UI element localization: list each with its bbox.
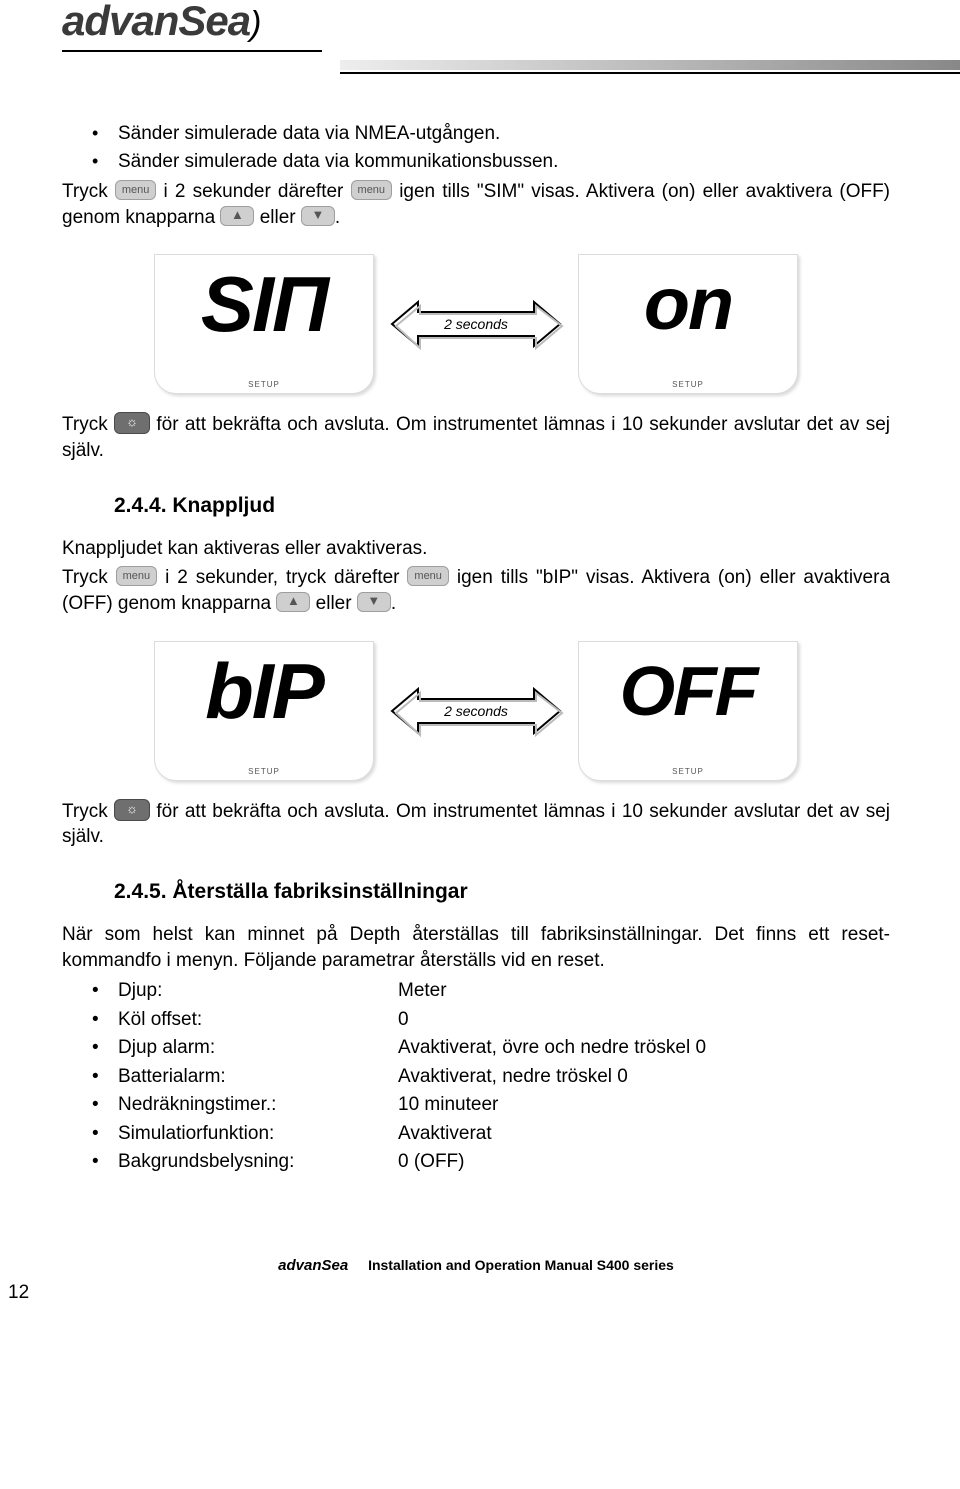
- lcd-setup-label: SETUP: [155, 767, 373, 776]
- text: Tryck: [62, 181, 115, 202]
- param-value: 0 (OFF): [398, 1148, 890, 1177]
- menu-button[interactable]: menu: [407, 566, 449, 586]
- paragraph-bip-instruction: Tryck menu i 2 sekunder, tryck därefter …: [62, 565, 890, 616]
- up-button[interactable]: ▲: [220, 206, 254, 226]
- section-heading-244: 2.4.4. Knappljud: [114, 494, 890, 518]
- paragraph-confirm-2: Tryck ☼ för att bekräfta och avsluta. Om…: [62, 799, 890, 850]
- param-value: Avaktiverat, nedre tröskel 0: [398, 1063, 890, 1092]
- list-item: Simulatiorfunktion:Avaktiverat: [118, 1120, 890, 1149]
- param-key: Simulatiorfunktion:: [118, 1120, 398, 1149]
- down-button[interactable]: ▼: [301, 206, 335, 226]
- footer-text: Installation and Operation Manual S400 s…: [368, 1257, 674, 1273]
- menu-button[interactable]: menu: [116, 566, 158, 586]
- list-item: Batterialarm:Avaktiverat, nedre tröskel …: [118, 1063, 890, 1092]
- param-value: Avaktiverat, övre och nedre tröskel 0: [398, 1034, 890, 1063]
- paragraph-reset-intro: När som helst kan minnet på Depth återst…: [62, 922, 890, 973]
- lcd-left: bIP SETUP: [154, 641, 374, 781]
- arrow-label: 2 seconds: [444, 703, 508, 719]
- light-button[interactable]: ☼: [114, 412, 150, 434]
- param-value: 0: [398, 1006, 890, 1035]
- arrow-label: 2 seconds: [444, 316, 508, 332]
- up-button[interactable]: ▲: [276, 592, 310, 612]
- list-item: Köl offset:0: [118, 1006, 890, 1035]
- lcd-digits: SIΠ: [153, 255, 375, 353]
- text: .: [335, 207, 340, 228]
- light-button[interactable]: ☼: [114, 799, 150, 821]
- lcd-setup-label: SETUP: [579, 767, 797, 776]
- page-number: 12: [8, 1282, 29, 1304]
- text: i 2 sekunder därefter: [164, 181, 351, 202]
- lcd-setup-label: SETUP: [155, 380, 373, 389]
- text: Tryck: [62, 801, 114, 822]
- param-key: Bakgrundsbelysning:: [118, 1148, 398, 1177]
- list-item: Nedräkningstimer.:10 minuteer: [118, 1091, 890, 1120]
- lcd-digits: OFF: [577, 642, 799, 740]
- menu-button[interactable]: menu: [115, 180, 157, 200]
- text: för att bekräfta och avsluta. Om instrum…: [62, 801, 890, 848]
- top-bullet-list: Sänder simulerade data via NMEA-utgången…: [62, 120, 890, 175]
- list-item: Sänder simulerade data via NMEA-utgången…: [118, 120, 890, 148]
- list-item: Sänder simulerade data via kommunikation…: [118, 148, 890, 176]
- paragraph-sim-instruction: Tryck menu i 2 sekunder därefter menu ig…: [62, 179, 890, 230]
- paragraph-confirm-1: Tryck ☼ för att bekräfta och avsluta. Om…: [62, 412, 890, 463]
- section-heading-245: 2.4.5. Återställa fabriksinställningar: [114, 880, 890, 904]
- menu-button[interactable]: menu: [351, 180, 393, 200]
- page-footer: advanSea Installation and Operation Manu…: [62, 1257, 890, 1274]
- lcd-right: OFF SETUP: [578, 641, 798, 781]
- list-item: Djup alarm:Avaktiverat, övre och nedre t…: [118, 1034, 890, 1063]
- text: .: [391, 593, 396, 614]
- param-value: 10 minuteer: [398, 1091, 890, 1120]
- list-item: Bakgrundsbelysning:0 (OFF): [118, 1148, 890, 1177]
- reset-parameter-list: Djup:Meter Köl offset:0 Djup alarm:Avakt…: [62, 977, 890, 1177]
- text: i 2 sekunder, tryck därefter: [165, 567, 407, 588]
- list-item: Djup:Meter: [118, 977, 890, 1006]
- content: Sänder simulerade data via NMEA-utgången…: [62, 80, 890, 1274]
- param-key: Djup alarm:: [118, 1034, 398, 1063]
- lcd-digits: on: [577, 255, 799, 353]
- page-header: advanSea): [62, 0, 890, 80]
- lcd-right: on SETUP: [578, 254, 798, 394]
- param-value: Meter: [398, 977, 890, 1006]
- footer-logo: advanSea: [278, 1257, 348, 1274]
- page: advanSea) Sänder simulerade data via NME…: [0, 0, 960, 1314]
- lcd-digits: bIP: [153, 642, 375, 740]
- param-key: Nedräkningstimer.:: [118, 1091, 398, 1120]
- lcd-left: SIΠ SETUP: [154, 254, 374, 394]
- text: eller: [316, 593, 357, 614]
- text: för att bekräfta och avsluta. Om instrum…: [62, 414, 890, 461]
- lcd-setup-label: SETUP: [579, 380, 797, 389]
- figure-sim: SIΠ SETUP 2 seconds on SETUP: [62, 254, 890, 394]
- paragraph-knappljud-intro: Knappljudet kan aktiveras eller avaktive…: [62, 536, 890, 562]
- down-button[interactable]: ▼: [357, 592, 391, 612]
- param-value: Avaktiverat: [398, 1120, 890, 1149]
- header-bar: [340, 60, 960, 74]
- param-key: Köl offset:: [118, 1006, 398, 1035]
- text: eller: [260, 207, 301, 228]
- text: Tryck: [62, 567, 116, 588]
- param-key: Djup:: [118, 977, 398, 1006]
- double-arrow-icon: 2 seconds: [386, 683, 566, 739]
- brand-logo: advanSea: [62, 0, 250, 42]
- param-key: Batterialarm:: [118, 1063, 398, 1092]
- text: Tryck: [62, 414, 114, 435]
- double-arrow-icon: 2 seconds: [386, 296, 566, 352]
- figure-bip: bIP SETUP 2 seconds OFF SETUP: [62, 641, 890, 781]
- logo-underline: [62, 50, 322, 52]
